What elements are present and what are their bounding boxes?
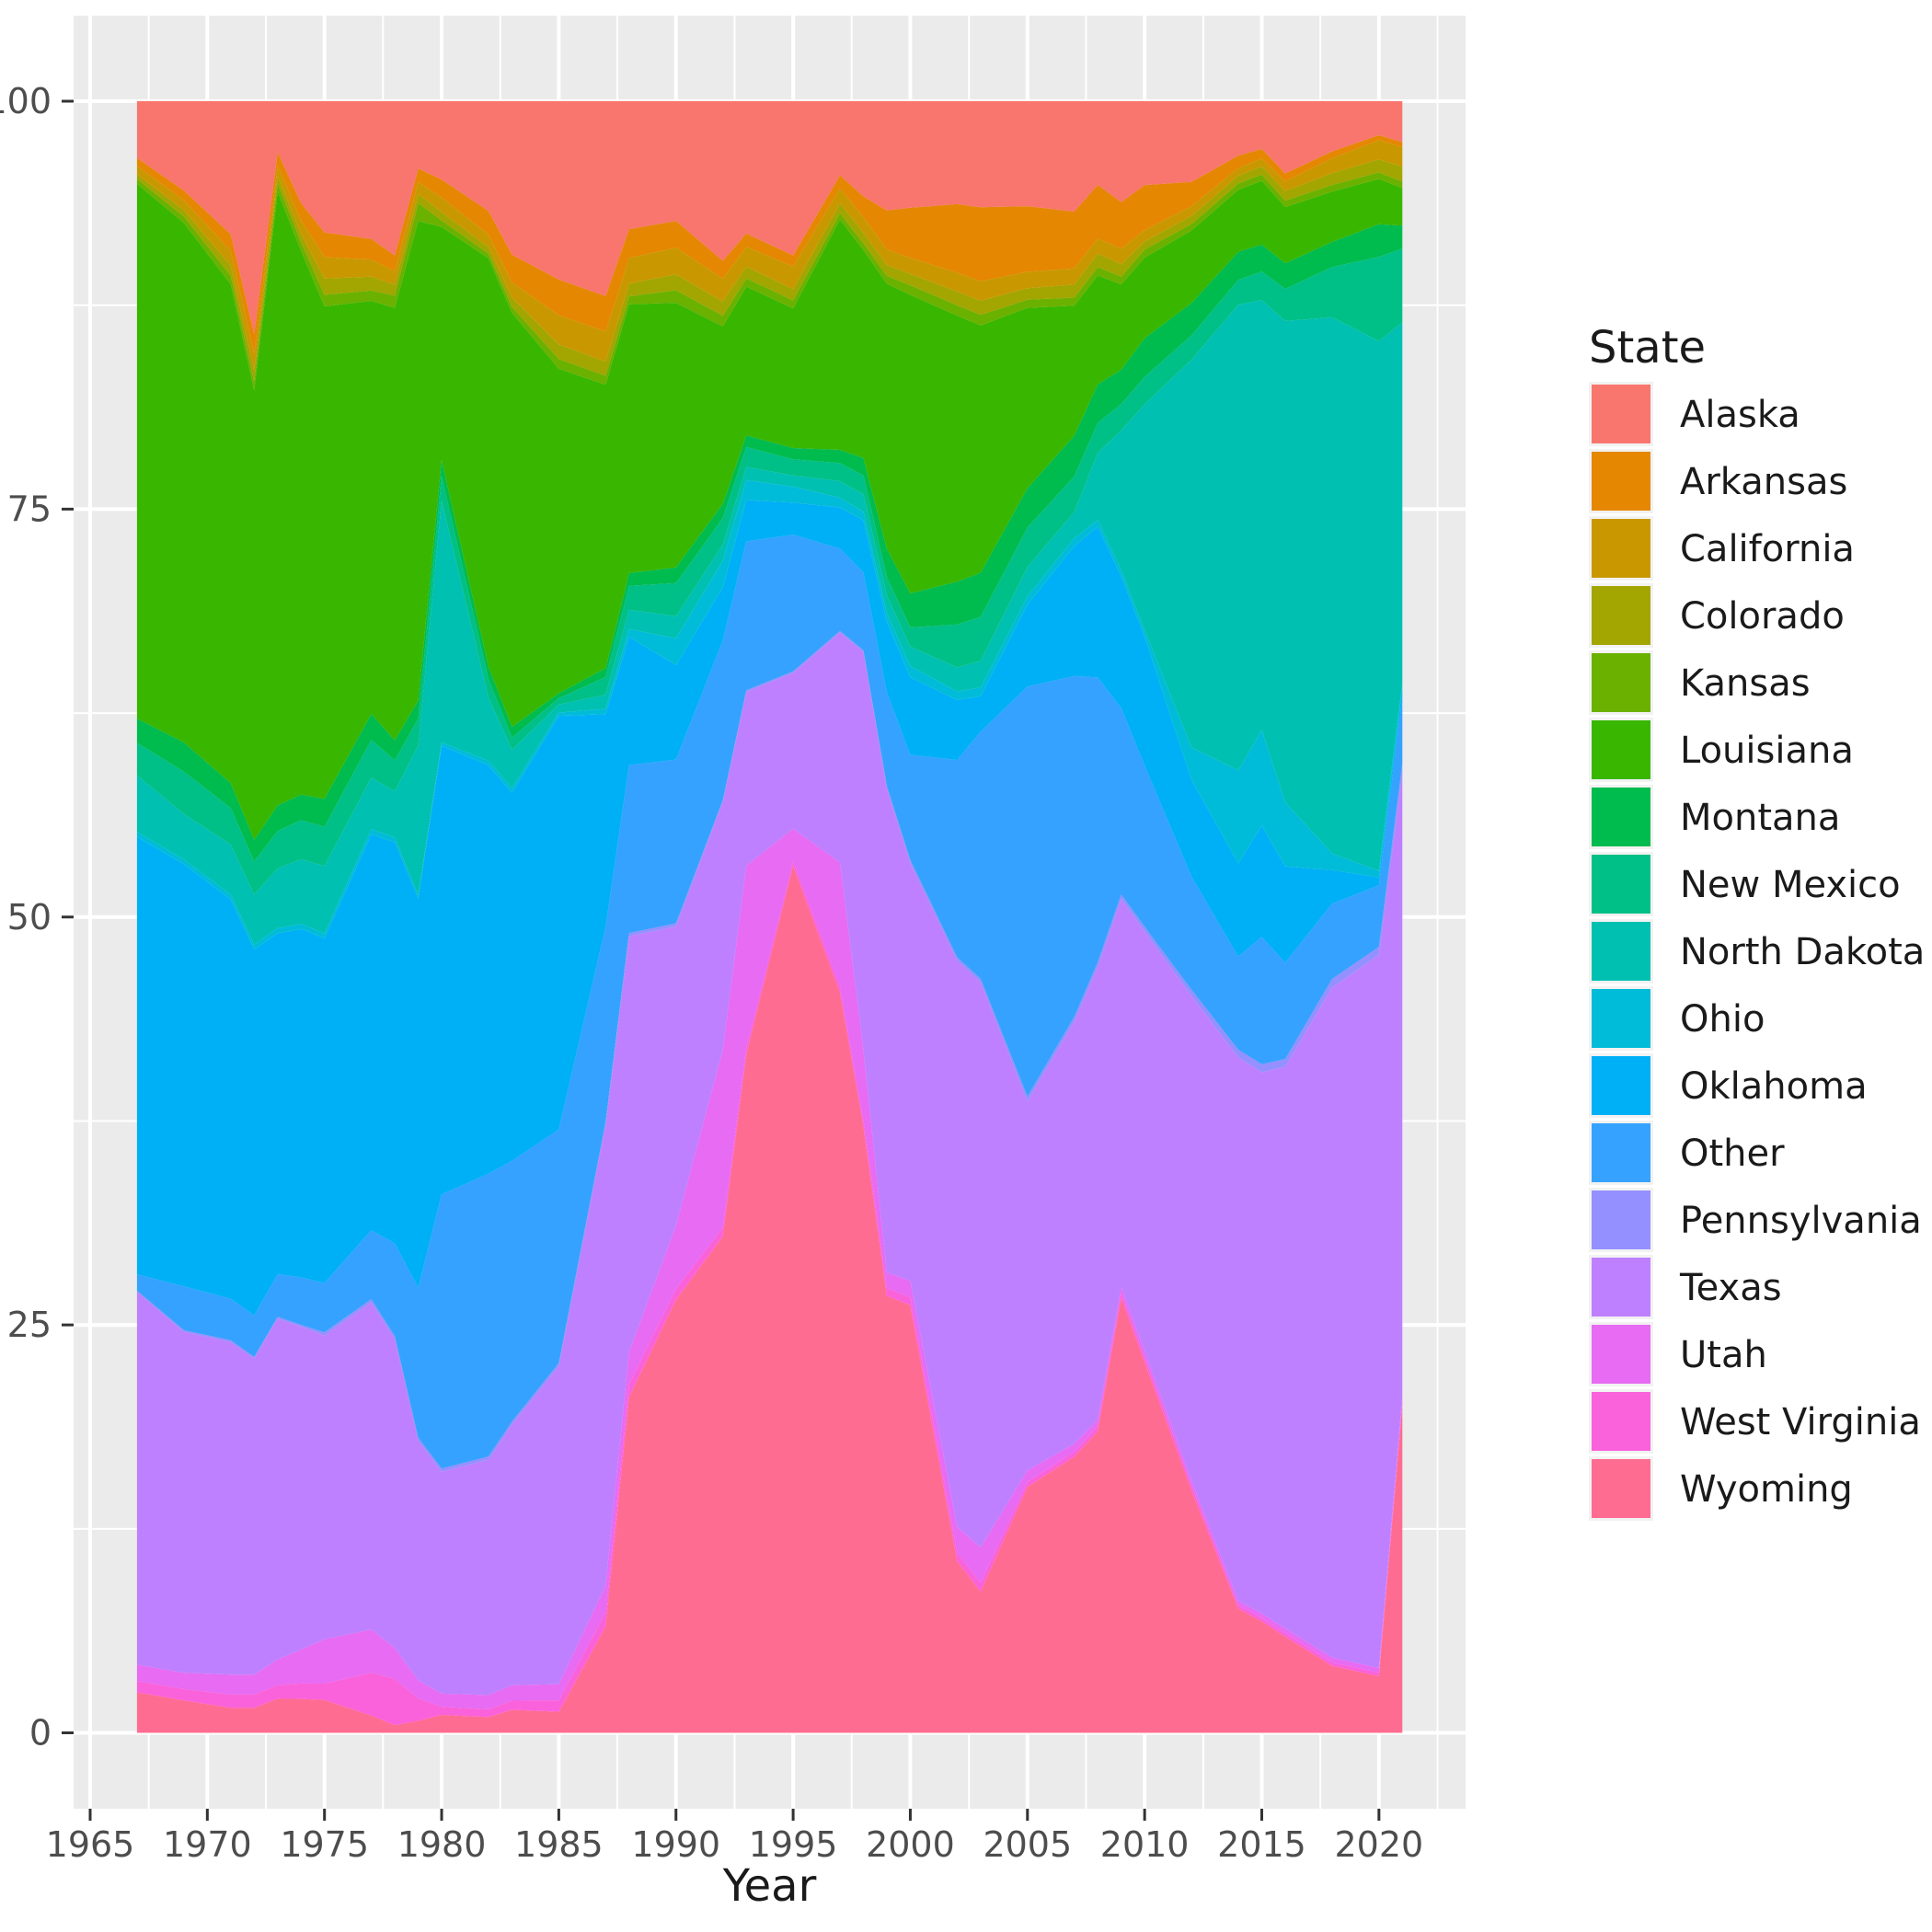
legend-swatch-louisiana [1592, 720, 1650, 779]
legend-label-ohio: Ohio [1680, 998, 1765, 1041]
legend-swatch-montana [1592, 788, 1650, 846]
area-wyoming [136, 865, 1403, 1733]
x-tick-label: 1975 [280, 1824, 369, 1865]
area-alaska [136, 101, 1403, 335]
legend-label-other: Other [1680, 1133, 1785, 1175]
x-tick-label: 1985 [514, 1824, 604, 1865]
legend-swatch-kansas [1592, 653, 1650, 712]
legend-swatch-wyoming [1592, 1459, 1650, 1518]
x-tick-label: 1965 [46, 1824, 135, 1865]
legend-swatch-west-virginia [1592, 1392, 1650, 1451]
legend-label-oklahoma: Oklahoma [1680, 1065, 1868, 1108]
legend-label-colorado: Colorado [1680, 595, 1845, 638]
x-axis-title: Year [722, 1860, 817, 1912]
legend-swatch-north-dakota [1592, 922, 1650, 981]
area-oklahoma [136, 500, 1403, 1316]
legend-label-kansas: Kansas [1680, 662, 1811, 705]
legend-label-louisiana: Louisiana [1680, 730, 1854, 772]
x-tick-label: 1970 [163, 1824, 252, 1865]
x-tick-label: 2015 [1217, 1824, 1306, 1865]
y-tick-label: 0 [29, 1713, 52, 1754]
legend-swatch-california [1592, 519, 1650, 578]
area-louisiana [136, 178, 1403, 840]
area-series [136, 101, 1403, 1733]
legend-label-texas: Texas [1679, 1267, 1782, 1309]
area-other [136, 535, 1403, 1469]
x-tick-label: 2000 [866, 1824, 955, 1865]
legend-label-pennsylvania: Pennsylvania [1680, 1200, 1922, 1242]
legend: Alaska Arkansas California Colorado Kansas Lo… [1589, 382, 1925, 1521]
legend-swatch-new-mexico [1592, 855, 1650, 914]
x-tick-label: 2005 [983, 1824, 1072, 1865]
y-tick-label: 75 [7, 489, 52, 529]
legend-swatch-other [1592, 1123, 1650, 1182]
legend-title: State [1589, 322, 1707, 374]
x-tick-label: 2010 [1100, 1824, 1190, 1865]
legend-label-arkansas: Arkansas [1680, 461, 1847, 503]
axes: 1965 1970 1975 1980 1985 1990 1995 2000 2005 2010… [0, 81, 1423, 1865]
legend-label-utah: Utah [1680, 1334, 1767, 1376]
y-tick-label: 50 [7, 897, 52, 937]
legend-swatch-ohio [1592, 989, 1650, 1048]
legend-label-north-dakota: North Dakota [1680, 931, 1925, 973]
y-tick-label: 25 [7, 1305, 52, 1345]
legend-swatch-pennsylvania [1592, 1190, 1650, 1249]
area-texas [136, 632, 1403, 1696]
legend-swatch-arkansas [1592, 452, 1650, 511]
area-colorado [136, 159, 1403, 383]
legend-label-california: California [1680, 528, 1855, 570]
y-tick-label: 100 [0, 81, 52, 121]
legend-label-west-virginia: West Virginia [1680, 1401, 1921, 1443]
legend-swatch-oklahoma [1592, 1056, 1650, 1115]
area-north-dakota [136, 300, 1403, 945]
area-kansas [136, 172, 1403, 391]
legend-swatch-alaska [1592, 385, 1650, 443]
x-tick-label: 1990 [631, 1824, 720, 1865]
x-tick-label: 1980 [397, 1824, 487, 1865]
legend-swatch-texas [1592, 1258, 1650, 1317]
legend-label-alaska: Alaska [1680, 394, 1800, 436]
legend-label-new-mexico: New Mexico [1680, 864, 1901, 906]
x-tick-label: 1995 [749, 1824, 838, 1865]
legend-label-montana: Montana [1680, 797, 1840, 839]
legend-label-wyoming: Wyoming [1680, 1468, 1853, 1511]
area-arkansas [136, 135, 1403, 354]
legend-swatch-colorado [1592, 586, 1650, 645]
x-tick-label: 2020 [1334, 1824, 1423, 1865]
legend-swatch-utah [1592, 1325, 1650, 1384]
